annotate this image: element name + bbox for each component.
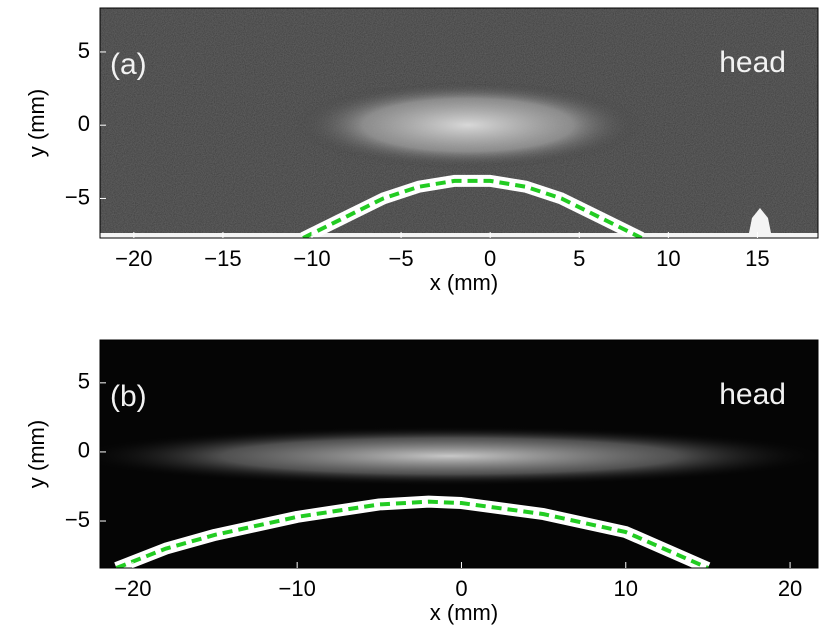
y-tick-label: 0 (78, 438, 90, 463)
fit-curve (115, 499, 709, 568)
x-axis-label: x (mm) (430, 270, 498, 295)
y-tick-label: −5 (65, 507, 90, 532)
x-tick-label: −20 (115, 246, 152, 271)
y-tick-label: 5 (78, 369, 90, 394)
x-tick-label: −20 (114, 576, 151, 601)
y-tick-label: 0 (78, 111, 90, 136)
x-tick-label: −15 (204, 246, 241, 271)
x-tick-label: 10 (656, 246, 680, 271)
x-tick-label: 0 (455, 576, 467, 601)
panel-label: (b) (110, 380, 147, 413)
annotation: head (719, 46, 786, 79)
x-tick-label: 10 (614, 576, 638, 601)
y-tick-label: 5 (78, 38, 90, 63)
axes-frame (99, 7, 819, 239)
annotation: head (719, 378, 786, 411)
ground (100, 233, 818, 238)
y-axis-label: y (mm) (24, 420, 49, 488)
x-tick-label: 20 (778, 576, 802, 601)
plasma-glow (100, 426, 818, 486)
head-spike (748, 208, 772, 238)
plasma-glow (293, 81, 643, 169)
x-tick-label: 15 (745, 246, 769, 271)
x-tick-label: −10 (278, 576, 315, 601)
x-tick-label: −10 (293, 246, 330, 271)
x-tick-label: 0 (484, 246, 496, 271)
plot-area (100, 8, 818, 238)
fit-curve (302, 178, 643, 238)
y-tick-label: −5 (65, 184, 90, 209)
x-tick-label: 5 (573, 246, 585, 271)
x-tick-label: −5 (389, 246, 414, 271)
y-axis-label: y (mm) (24, 89, 49, 157)
panel-label: (a) (110, 48, 147, 81)
x-axis-label: x (mm) (430, 600, 498, 625)
plot-area (100, 340, 818, 568)
axes-frame (99, 339, 819, 569)
